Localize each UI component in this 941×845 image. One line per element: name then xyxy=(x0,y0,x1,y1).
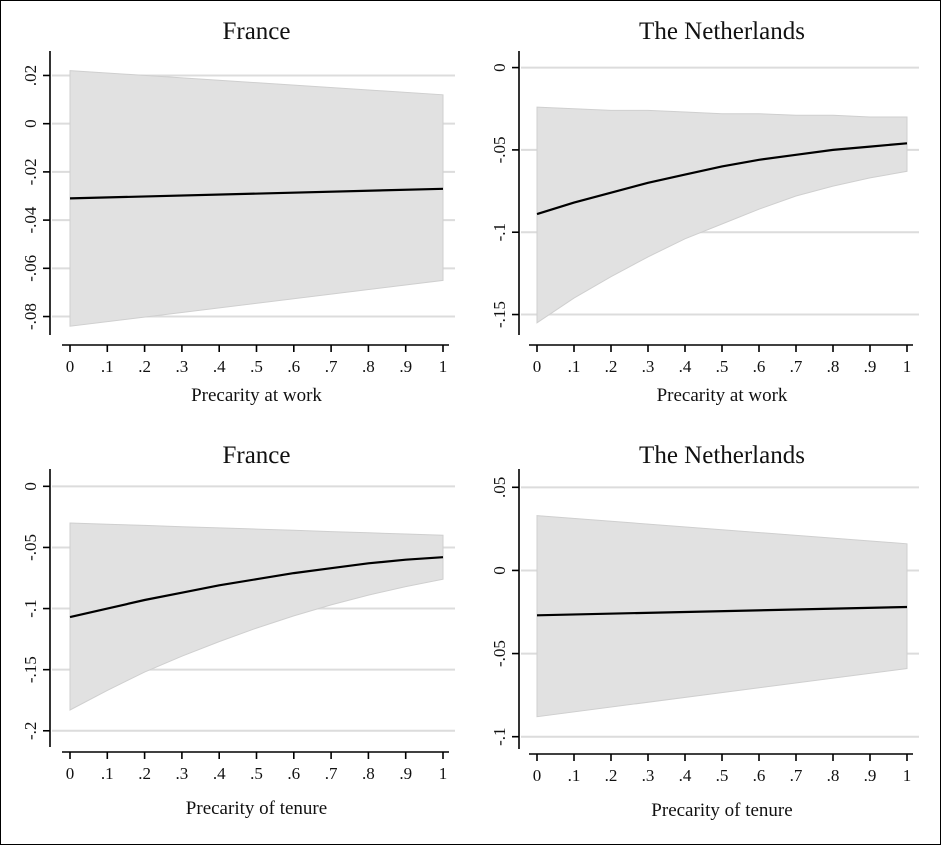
chart-netherlands-precarity-at-work: 0 -.05 -.1 -.15 0 .1 .2 .3 .4 .5 .6 .7 .8 .9 1 The Neth… xyxy=(490,18,919,406)
chart-title: France xyxy=(222,442,290,469)
y-tick-label-4: -.2 xyxy=(21,722,40,740)
x-tick-label-0: 0 xyxy=(66,357,75,376)
x-tick-label-0: 0 xyxy=(533,766,542,785)
x-tick-label-9: .9 xyxy=(399,357,412,376)
x-tick-label-9: .9 xyxy=(864,357,877,376)
x-tick-label-0: 0 xyxy=(533,357,542,376)
x-tick-label-1: .1 xyxy=(568,766,581,785)
chart-title: The Netherlands xyxy=(639,18,805,45)
y-tick-label-1: 0 xyxy=(490,566,509,575)
panel-france-precarity-at-work: .02 0 -.02 -.04 -.06 -.08 0 .1 .2 .3 .4 .5 .6 .7 .8 .9 1… xyxy=(1,1,471,421)
x-tick-label-8: .8 xyxy=(827,357,840,376)
x-tick-label-10: 1 xyxy=(903,766,912,785)
chart-france-precarity-at-work: .02 0 -.02 -.04 -.06 -.08 0 .1 .2 .3 .4 .5 .6 .7 .8 .9 1… xyxy=(21,18,455,406)
confidence-band xyxy=(536,515,908,718)
x-tick-label-5: .5 xyxy=(250,764,263,783)
x-tick-label-4: .4 xyxy=(679,357,692,376)
x-tick-label-5: .5 xyxy=(250,357,263,376)
y-tick-label-1: 0 xyxy=(21,119,40,128)
x-tick-label-0: 0 xyxy=(66,764,75,783)
y-tick-label-3: -.04 xyxy=(21,206,40,233)
y-tick-label-2: -.1 xyxy=(21,599,40,617)
x-tick-label-3: .3 xyxy=(642,766,655,785)
y-tick-label-0: .02 xyxy=(21,65,40,86)
panel-france-precarity-of-tenure: 0 -.05 -.1 -.15 -.2 0 .1 .2 .3 .4 .5 .6 .7 .8 .9 1 Franc… xyxy=(1,423,471,843)
y-tick-label-3: -.1 xyxy=(490,727,509,745)
x-axis-label: Precarity of tenure xyxy=(651,800,792,821)
x-tick-label-7: .7 xyxy=(790,357,803,376)
x-tick-label-3: .3 xyxy=(176,764,189,783)
panel-netherlands-precarity-of-tenure: .05 0 -.05 -.1 0 .1 .2 .3 .4 .5 .6 .7 .8 .9 1 The Nethe… xyxy=(471,423,941,843)
x-tick-label-1: .1 xyxy=(101,764,114,783)
y-tick-label-2: -.05 xyxy=(490,640,509,667)
confidence-band xyxy=(536,106,908,324)
x-tick-label-5: .5 xyxy=(716,766,729,785)
y-tick-label-0: 0 xyxy=(490,63,509,72)
x-tick-label-6: .6 xyxy=(753,766,766,785)
chart-title: The Netherlands xyxy=(639,442,805,469)
confidence-band xyxy=(69,522,444,711)
x-tick-label-7: .7 xyxy=(325,357,338,376)
x-tick-label-8: .8 xyxy=(362,764,375,783)
x-tick-label-4: .4 xyxy=(213,764,226,783)
x-tick-label-10: 1 xyxy=(439,357,448,376)
x-tick-label-10: 1 xyxy=(439,764,448,783)
x-tick-label-6: .6 xyxy=(753,357,766,376)
x-tick-label-9: .9 xyxy=(399,764,412,783)
x-tick-label-10: 1 xyxy=(903,357,912,376)
panel-netherlands-precarity-at-work: 0 -.05 -.1 -.15 0 .1 .2 .3 .4 .5 .6 .7 .8 .9 1 The Neth… xyxy=(471,1,941,421)
x-tick-label-2: .2 xyxy=(138,764,151,783)
x-tick-label-5: .5 xyxy=(716,357,729,376)
x-tick-label-6: .6 xyxy=(287,764,300,783)
x-tick-label-2: .2 xyxy=(138,357,151,376)
x-tick-label-1: .1 xyxy=(568,357,581,376)
x-tick-label-3: .3 xyxy=(176,357,189,376)
y-tick-label-5: -.08 xyxy=(21,303,40,330)
x-tick-label-6: .6 xyxy=(287,357,300,376)
x-tick-label-8: .8 xyxy=(827,766,840,785)
y-tick-label-2: -.02 xyxy=(21,158,40,185)
estimate-line xyxy=(536,142,908,216)
y-tick-label-3: -.15 xyxy=(21,656,40,683)
x-tick-label-4: .4 xyxy=(213,357,226,376)
x-axis-label: Precarity of tenure xyxy=(186,798,327,819)
chart-title: France xyxy=(222,18,290,45)
x-tick-label-9: .9 xyxy=(864,766,877,785)
y-tick-label-3: -.15 xyxy=(490,301,509,328)
estimate-line xyxy=(69,187,444,200)
x-tick-label-7: .7 xyxy=(790,766,803,785)
y-tick-label-4: -.06 xyxy=(21,255,40,282)
x-tick-label-3: .3 xyxy=(642,357,655,376)
estimate-line xyxy=(69,556,444,619)
y-tick-label-1: -.05 xyxy=(21,534,40,561)
estimate-line xyxy=(536,605,908,617)
x-axis-label: Precarity at work xyxy=(657,385,788,406)
y-tick-label-0: 0 xyxy=(21,482,40,490)
y-tick-label-0: .05 xyxy=(490,477,509,498)
x-tick-label-2: .2 xyxy=(605,766,618,785)
x-tick-label-8: .8 xyxy=(362,357,375,376)
chart-france-precarity-of-tenure: 0 -.05 -.1 -.15 -.2 0 .1 .2 .3 .4 .5 .6 .7 .8 .9 1 Franc… xyxy=(21,442,455,819)
x-tick-label-4: .4 xyxy=(679,766,692,785)
confidence-band xyxy=(69,70,444,327)
x-axis-label: Precarity at work xyxy=(191,385,322,406)
y-tick-label-1: -.05 xyxy=(490,136,509,163)
x-tick-label-7: .7 xyxy=(325,764,338,783)
chart-netherlands-precarity-of-tenure: .05 0 -.05 -.1 0 .1 .2 .3 .4 .5 .6 .7 .8 .9 1 The Nethe… xyxy=(490,442,919,821)
x-tick-label-2: .2 xyxy=(605,357,618,376)
y-tick-label-2: -.1 xyxy=(490,223,509,241)
x-tick-label-1: .1 xyxy=(101,357,114,376)
